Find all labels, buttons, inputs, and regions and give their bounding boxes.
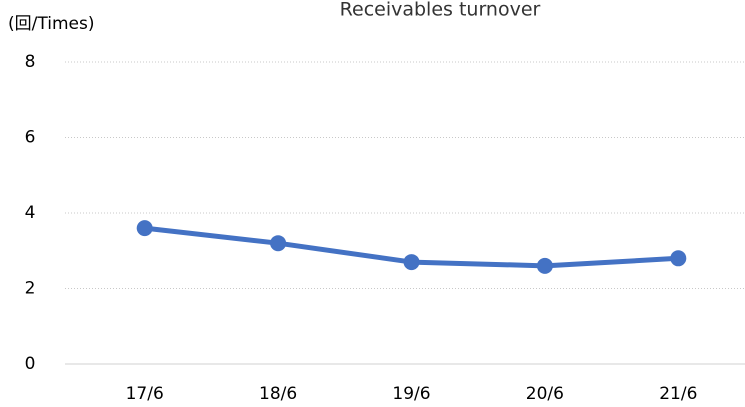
data-point — [270, 235, 287, 252]
y-tick-label: 0 — [25, 354, 36, 374]
y-tick-label: 4 — [25, 203, 36, 223]
chart-title: Receivables turnover — [340, 0, 541, 21]
data-point — [403, 254, 420, 271]
x-tick-label: 19/6 — [392, 384, 430, 404]
data-point — [670, 250, 687, 267]
data-point — [536, 257, 553, 274]
y-tick-label: 8 — [25, 52, 36, 72]
y-axis-label: (回/Times) — [8, 14, 94, 34]
x-tick-label: 17/6 — [126, 384, 164, 404]
data-point — [136, 220, 153, 237]
x-tick-label: 20/6 — [526, 384, 564, 404]
y-tick-label: 2 — [25, 279, 36, 299]
y-tick-label: 6 — [25, 128, 36, 148]
x-tick-label: 21/6 — [659, 384, 697, 404]
x-tick-label: 18/6 — [259, 384, 297, 404]
